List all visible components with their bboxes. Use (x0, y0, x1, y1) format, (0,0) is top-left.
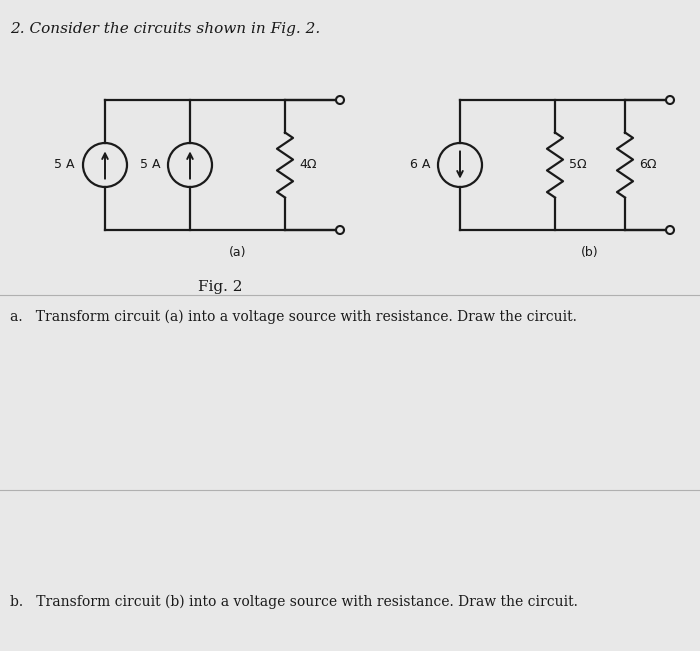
Text: 4Ω: 4Ω (299, 158, 316, 171)
Text: b.   Transform circuit (b) into a voltage source with resistance. Draw the circu: b. Transform circuit (b) into a voltage … (10, 595, 578, 609)
Text: 6 A: 6 A (410, 158, 430, 171)
Text: (a): (a) (229, 246, 246, 259)
Text: 2. Consider the circuits shown in Fig. 2.: 2. Consider the circuits shown in Fig. 2… (10, 22, 321, 36)
Text: 5 A: 5 A (139, 158, 160, 171)
Circle shape (336, 226, 344, 234)
Circle shape (666, 226, 674, 234)
Text: 5Ω: 5Ω (569, 158, 587, 171)
Text: Fig. 2: Fig. 2 (197, 280, 242, 294)
Text: a.   Transform circuit (a) into a voltage source with resistance. Draw the circu: a. Transform circuit (a) into a voltage … (10, 310, 577, 324)
Text: (b): (b) (581, 246, 598, 259)
Text: 6Ω: 6Ω (639, 158, 657, 171)
Circle shape (336, 96, 344, 104)
Text: 5 A: 5 A (55, 158, 75, 171)
Circle shape (666, 96, 674, 104)
